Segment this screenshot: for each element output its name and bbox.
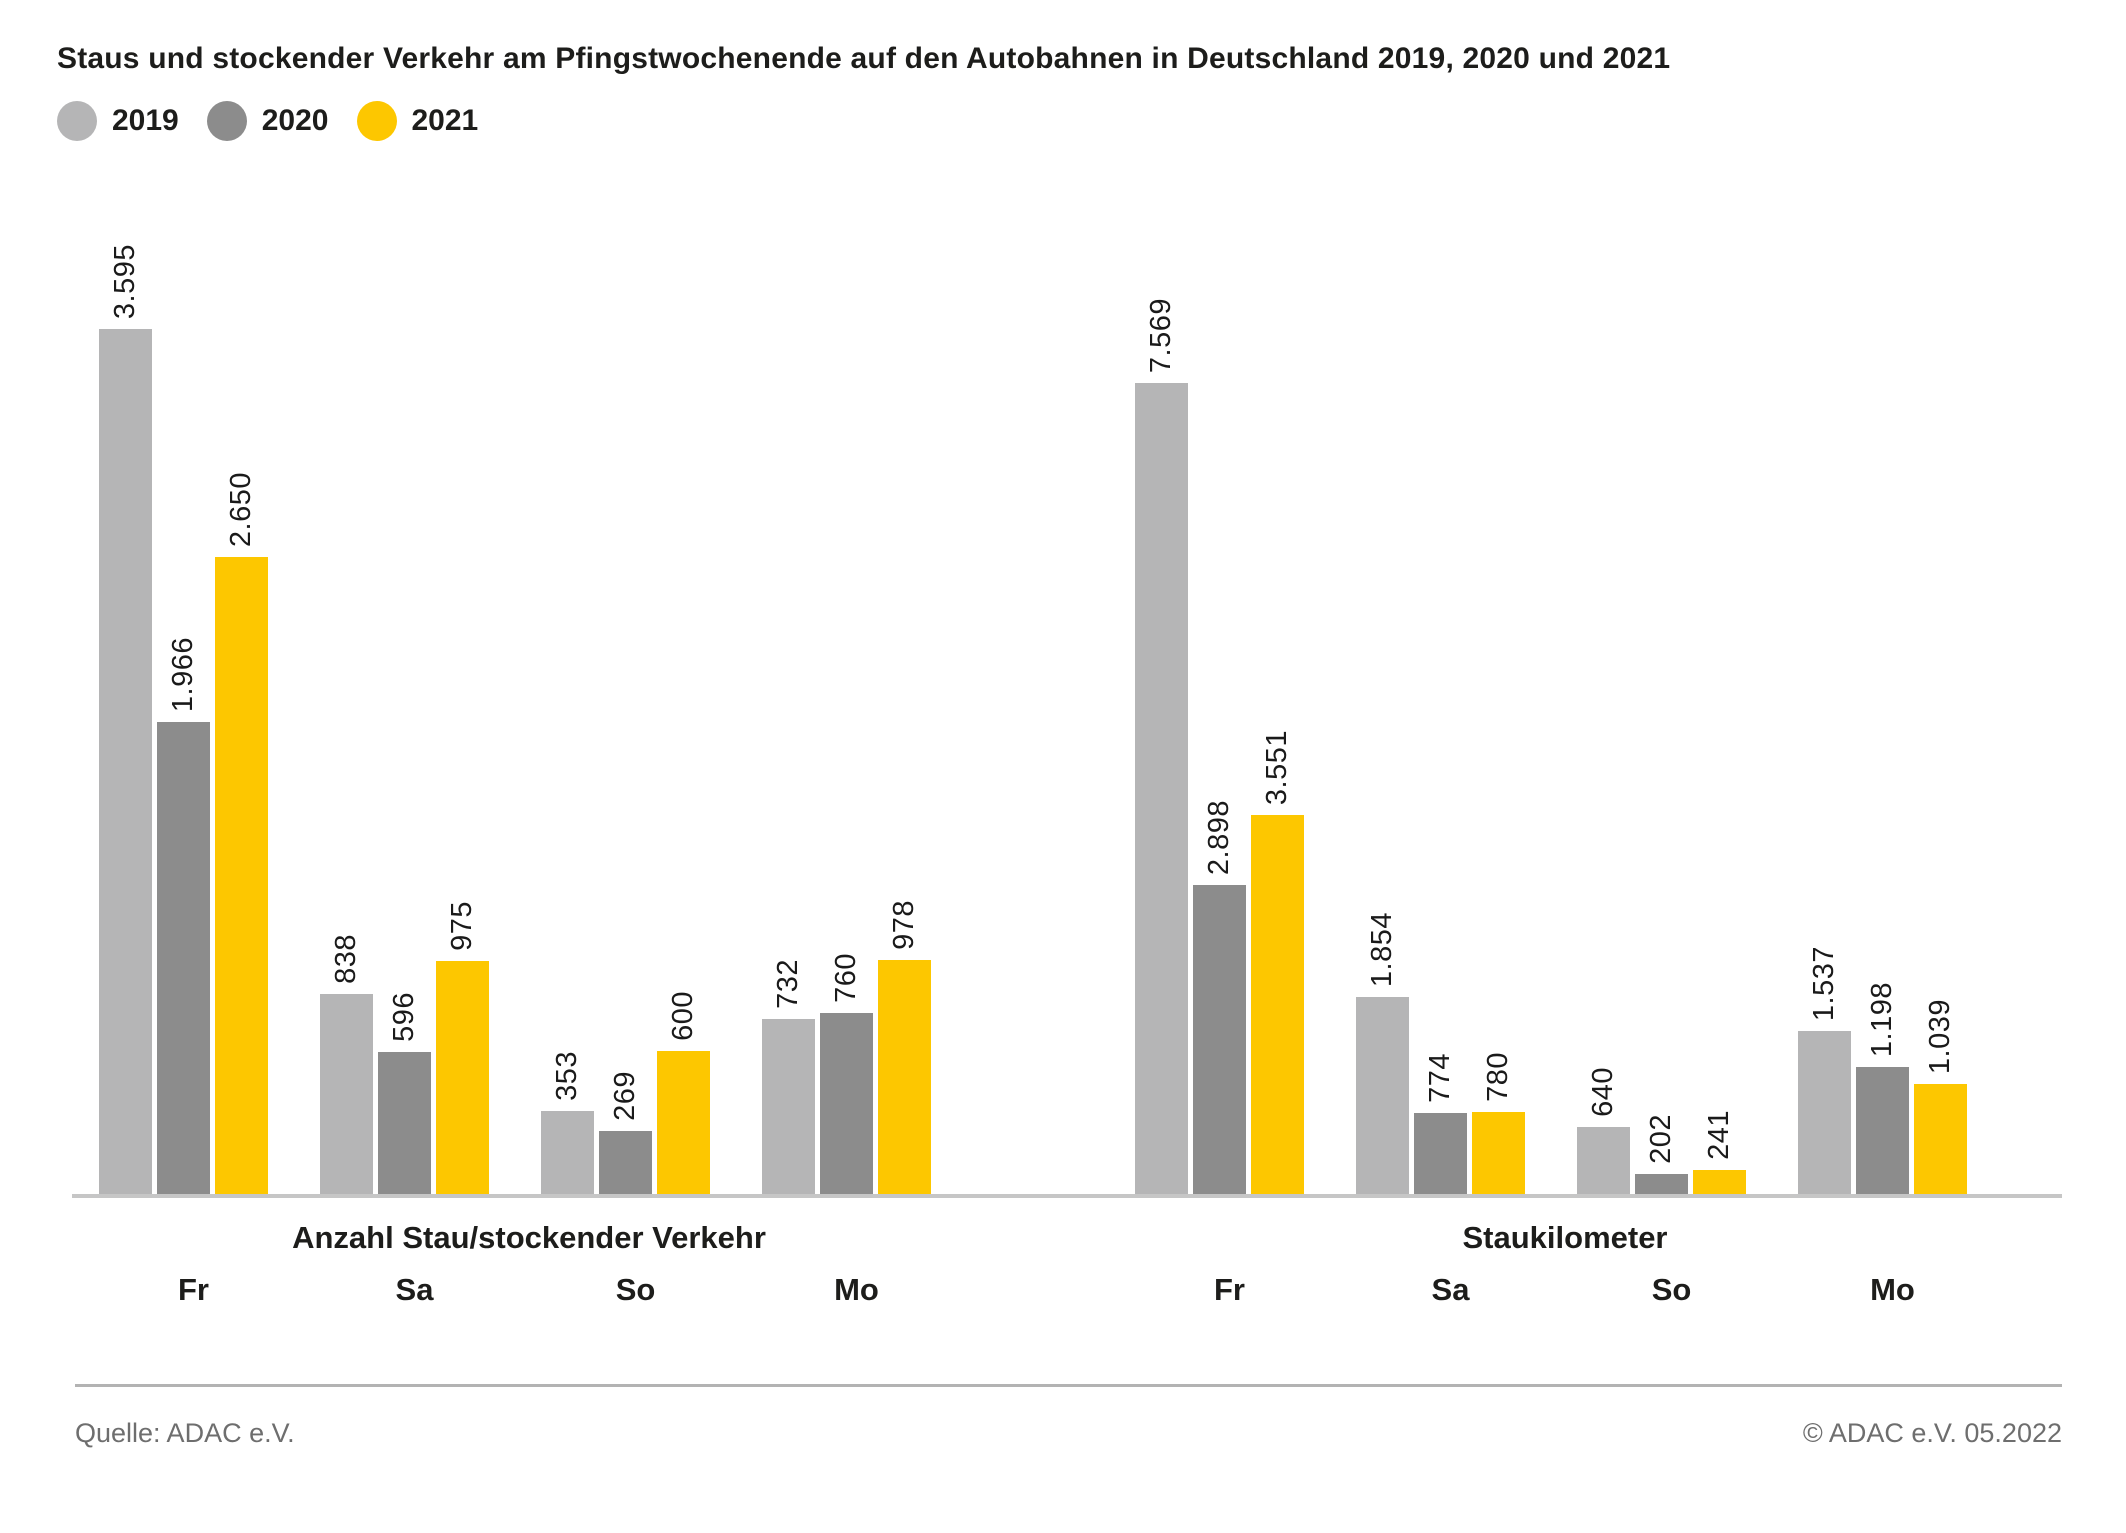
bar-value-text: 241 xyxy=(1703,1110,1735,1160)
bar-c1-fr-2021 xyxy=(1251,815,1304,1196)
bar-value-label: 241 xyxy=(1693,1110,1746,1160)
bar-value-label: 2.898 xyxy=(1193,800,1246,875)
axis-label-fr-1: Fr xyxy=(1214,1272,1245,1307)
bar-value-label: 3.595 xyxy=(99,244,152,319)
bar-c1-sa-2019 xyxy=(1356,997,1409,1196)
bar-value-text: 780 xyxy=(1482,1052,1514,1102)
legend-label: 2019 xyxy=(112,104,179,137)
bar-c0-mo-2021 xyxy=(878,960,931,1196)
bar-value-label: 1.537 xyxy=(1798,946,1851,1021)
bar-c0-sa-2021 xyxy=(436,961,489,1196)
bar-c0-fr-2019 xyxy=(99,329,152,1196)
bar-value-label: 1.198 xyxy=(1856,982,1909,1057)
bar-value-text: 3.551 xyxy=(1261,729,1293,805)
bar-value-label: 596 xyxy=(378,992,431,1042)
bar-value-text: 1.198 xyxy=(1866,981,1898,1057)
footer-divider xyxy=(75,1384,2062,1387)
bar-c0-so-2020 xyxy=(599,1131,652,1196)
bar-value-label: 202 xyxy=(1635,1114,1688,1164)
bar-c0-mo-2019 xyxy=(762,1019,815,1196)
bar-c1-fr-2019 xyxy=(1135,383,1188,1196)
bar-value-label: 2.650 xyxy=(215,472,268,547)
bar-value-label: 353 xyxy=(541,1051,594,1101)
legend-dot-icon xyxy=(356,101,397,141)
bar-value-label: 760 xyxy=(820,953,873,1003)
legend-label: 2021 xyxy=(411,104,479,137)
bar-value-label: 640 xyxy=(1577,1067,1630,1117)
bar-value-text: 1.966 xyxy=(167,636,199,712)
source-note: Quelle: ADAC e.V. xyxy=(75,1418,295,1448)
bar-value-label: 269 xyxy=(599,1071,652,1121)
legend-item-2019: 2019 xyxy=(57,101,179,141)
bar-value-text: 1.039 xyxy=(1924,998,1956,1074)
legend-label: 2020 xyxy=(261,104,329,137)
bar-value-text: 3.595 xyxy=(109,243,141,319)
bar-value-text: 838 xyxy=(330,934,362,984)
chart-legend: 2019 2020 2021 xyxy=(57,101,478,141)
axis-label-sa-1: Sa xyxy=(1431,1272,1470,1307)
bar-value-text: 640 xyxy=(1587,1067,1619,1117)
bar-value-text: 774 xyxy=(1424,1053,1456,1103)
bar-value-text: 978 xyxy=(888,900,920,950)
chart-title-1: Staukilometer xyxy=(1462,1220,1668,1255)
bar-value-text: 2.650 xyxy=(225,471,257,547)
bar-value-text: 202 xyxy=(1645,1114,1677,1164)
bar-c1-sa-2020 xyxy=(1414,1113,1467,1196)
axis-label-sa-0: Sa xyxy=(395,1272,434,1307)
bar-value-text: 732 xyxy=(772,959,804,1009)
bar-value-text: 353 xyxy=(551,1051,583,1101)
bar-value-label: 774 xyxy=(1414,1053,1467,1103)
bar-value-label: 7.569 xyxy=(1135,298,1188,373)
legend-item-2020: 2020 xyxy=(206,101,329,141)
bar-value-text: 596 xyxy=(388,992,420,1042)
bar-value-label: 1.854 xyxy=(1356,912,1409,987)
bar-value-label: 732 xyxy=(762,959,815,1009)
axis-label-mo-0: Mo xyxy=(834,1272,879,1307)
chart-title-0: Anzahl Stau/stockender Verkehr xyxy=(292,1220,766,1255)
bar-c0-fr-2021 xyxy=(215,557,268,1196)
bar-c0-so-2021 xyxy=(657,1051,710,1196)
bar-value-label: 1.966 xyxy=(157,637,210,712)
bar-value-text: 1.537 xyxy=(1808,945,1840,1021)
bar-c1-mo-2020 xyxy=(1856,1067,1909,1196)
bar-c1-so-2020 xyxy=(1635,1174,1688,1196)
x-axis-line xyxy=(72,1194,2062,1198)
bar-value-text: 269 xyxy=(609,1071,641,1121)
bar-value-label: 978 xyxy=(878,900,931,950)
bar-value-label: 780 xyxy=(1472,1052,1525,1102)
bar-c0-sa-2019 xyxy=(320,994,373,1196)
page-title: Staus und stockender Verkehr am Pfingstw… xyxy=(57,42,1671,75)
legend-dot-icon xyxy=(57,101,97,141)
legend-item-2021: 2021 xyxy=(356,101,479,141)
bar-c1-so-2019 xyxy=(1577,1127,1630,1196)
copyright-note: © ADAC e.V. 05.2022 xyxy=(1802,1418,2062,1448)
bar-value-text: 7.569 xyxy=(1145,297,1177,373)
bar-value-text: 760 xyxy=(830,953,862,1003)
bar-c0-mo-2020 xyxy=(820,1013,873,1196)
bar-value-text: 975 xyxy=(446,901,478,951)
bar-value-label: 975 xyxy=(436,901,489,951)
bar-value-text: 1.854 xyxy=(1366,911,1398,987)
axis-label-mo-1: Mo xyxy=(1870,1272,1915,1307)
bar-value-label: 838 xyxy=(320,934,373,984)
bar-value-label: 3.551 xyxy=(1251,730,1304,805)
axis-label-so-0: So xyxy=(615,1272,656,1307)
bar-c1-fr-2020 xyxy=(1193,885,1246,1196)
bar-c0-so-2019 xyxy=(541,1111,594,1196)
bar-value-label: 600 xyxy=(657,991,710,1041)
bar-c1-mo-2019 xyxy=(1798,1031,1851,1196)
bar-value-text: 2.898 xyxy=(1203,799,1235,875)
bar-value-label: 1.039 xyxy=(1914,999,1967,1074)
bar-value-text: 600 xyxy=(667,991,699,1041)
axis-label-so-1: So xyxy=(1651,1272,1692,1307)
bar-c1-so-2021 xyxy=(1693,1170,1746,1196)
bar-c1-sa-2021 xyxy=(1472,1112,1525,1196)
bar-c1-mo-2021 xyxy=(1914,1084,1967,1196)
axis-label-fr-0: Fr xyxy=(178,1272,209,1307)
bar-c0-fr-2020 xyxy=(157,722,210,1196)
legend-dot-icon xyxy=(206,101,247,141)
bar-c0-sa-2020 xyxy=(378,1052,431,1196)
